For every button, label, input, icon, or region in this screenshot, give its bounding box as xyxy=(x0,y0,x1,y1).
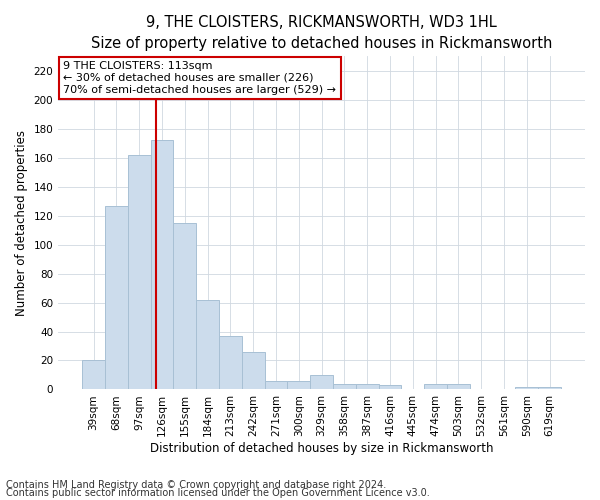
Y-axis label: Number of detached properties: Number of detached properties xyxy=(15,130,28,316)
Text: Contains public sector information licensed under the Open Government Licence v3: Contains public sector information licen… xyxy=(6,488,430,498)
Bar xyxy=(219,336,242,390)
Bar xyxy=(105,206,128,390)
Bar xyxy=(333,384,356,390)
Bar xyxy=(379,385,401,390)
Bar xyxy=(515,386,538,390)
Text: 9 THE CLOISTERS: 113sqm
← 30% of detached houses are smaller (226)
70% of semi-d: 9 THE CLOISTERS: 113sqm ← 30% of detache… xyxy=(64,62,337,94)
Bar xyxy=(447,384,470,390)
Text: Contains HM Land Registry data © Crown copyright and database right 2024.: Contains HM Land Registry data © Crown c… xyxy=(6,480,386,490)
Bar xyxy=(196,300,219,390)
Bar xyxy=(287,381,310,390)
Bar xyxy=(173,223,196,390)
Bar xyxy=(242,352,265,390)
Bar xyxy=(151,140,173,390)
Bar xyxy=(128,155,151,390)
Bar xyxy=(82,360,105,390)
Bar xyxy=(356,384,379,390)
Title: 9, THE CLOISTERS, RICKMANSWORTH, WD3 1HL
Size of property relative to detached h: 9, THE CLOISTERS, RICKMANSWORTH, WD3 1HL… xyxy=(91,15,552,51)
Bar xyxy=(538,386,561,390)
Bar xyxy=(424,384,447,390)
Bar xyxy=(265,381,287,390)
Bar xyxy=(310,375,333,390)
X-axis label: Distribution of detached houses by size in Rickmansworth: Distribution of detached houses by size … xyxy=(150,442,493,455)
